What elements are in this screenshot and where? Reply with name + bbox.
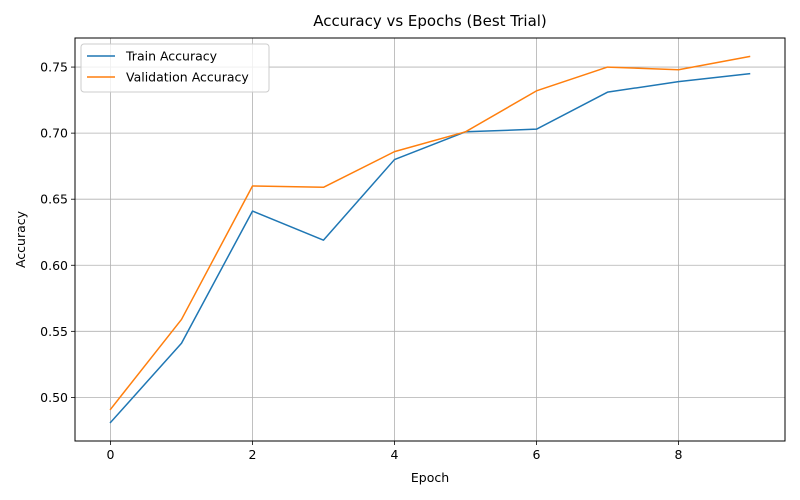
x-tick-label: 8	[675, 447, 683, 462]
y-tick-label: 0.50	[40, 390, 68, 405]
y-tick-label: 0.65	[40, 192, 68, 207]
x-tick-label: 0	[107, 447, 115, 462]
axis-ticks: 0 2 4 6 8 0.50 0.55 0.60 0.65 0.70 0.75	[40, 60, 682, 462]
series-lines	[109, 55, 751, 424]
legend-label-train: Train Accuracy	[125, 49, 218, 64]
x-tick-label: 6	[533, 447, 541, 462]
legend: Train Accuracy Validation Accuracy	[80, 43, 270, 93]
y-tick-label: 0.75	[40, 60, 68, 75]
series-line-validation	[109, 55, 751, 411]
plot-frame	[74, 37, 786, 442]
x-tick-label: 2	[249, 447, 257, 462]
y-tick-label: 0.55	[40, 324, 68, 339]
grid-lines	[75, 38, 785, 441]
x-axis-label: Epoch	[411, 470, 449, 485]
x-tick-label: 4	[391, 447, 399, 462]
legend-box	[80, 43, 270, 93]
series-line-train	[109, 72, 751, 424]
y-axis-label: Accuracy	[13, 210, 28, 268]
legend-label-validation: Validation Accuracy	[126, 70, 249, 85]
y-tick-label: 0.70	[40, 126, 68, 141]
y-tick-label: 0.60	[40, 258, 68, 273]
chart-title: Accuracy vs Epochs (Best Trial)	[313, 12, 547, 30]
